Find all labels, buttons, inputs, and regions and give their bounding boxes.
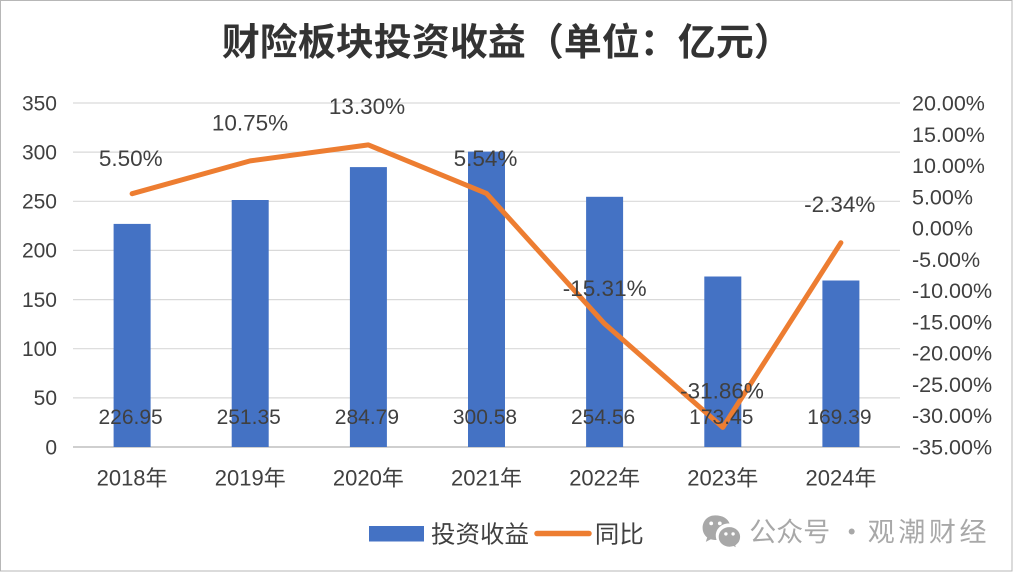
svg-text:2020: 2020: [333, 466, 382, 491]
svg-text:2022: 2022: [569, 466, 618, 491]
svg-text:200: 200: [22, 240, 57, 263]
svg-text:173.45: 173.45: [689, 406, 753, 429]
svg-text:100: 100: [22, 338, 57, 361]
svg-text:-2.34%: -2.34%: [804, 192, 875, 217]
svg-text:-20.00%: -20.00%: [912, 342, 992, 366]
svg-text:-31.86%: -31.86%: [680, 378, 764, 403]
svg-text:284.79: 284.79: [335, 406, 399, 429]
svg-text:250: 250: [22, 191, 57, 214]
svg-text:13.30%: 13.30%: [329, 94, 405, 119]
svg-text:-10.00%: -10.00%: [912, 279, 992, 303]
svg-text:-5.00%: -5.00%: [912, 248, 980, 272]
svg-text:5.54%: 5.54%: [454, 146, 518, 171]
svg-text:2023: 2023: [687, 466, 736, 491]
svg-text:15.00%: 15.00%: [912, 123, 985, 147]
svg-text:0: 0: [45, 436, 57, 459]
svg-text:2018: 2018: [97, 466, 146, 491]
svg-text:2024: 2024: [806, 466, 855, 491]
svg-text:-15.31%: -15.31%: [563, 276, 647, 301]
svg-text:150: 150: [22, 289, 57, 312]
svg-text:-15.00%: -15.00%: [912, 310, 992, 334]
svg-text:10.75%: 10.75%: [212, 111, 288, 136]
svg-text:226.95: 226.95: [98, 406, 162, 429]
svg-text:2019: 2019: [215, 466, 264, 491]
svg-text:5.00%: 5.00%: [912, 185, 973, 209]
svg-text:-25.00%: -25.00%: [912, 373, 992, 397]
svg-text:5.50%: 5.50%: [99, 146, 163, 171]
svg-text:350: 350: [22, 92, 57, 115]
svg-text:169.39: 169.39: [807, 406, 871, 429]
svg-text:-35.00%: -35.00%: [912, 436, 992, 460]
svg-text:300: 300: [22, 141, 57, 164]
svg-text:-30.00%: -30.00%: [912, 404, 992, 428]
svg-text:300.58: 300.58: [453, 406, 517, 429]
svg-text:2021: 2021: [451, 466, 500, 491]
svg-text:20.00%: 20.00%: [912, 92, 985, 116]
svg-text:10.00%: 10.00%: [912, 154, 985, 178]
svg-text:0.00%: 0.00%: [912, 217, 973, 241]
svg-text:254.56: 254.56: [571, 406, 635, 429]
svg-text:251.35: 251.35: [217, 406, 281, 429]
svg-text:50: 50: [34, 387, 57, 410]
